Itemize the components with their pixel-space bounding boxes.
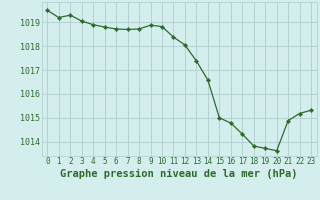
X-axis label: Graphe pression niveau de la mer (hPa): Graphe pression niveau de la mer (hPa) (60, 169, 298, 179)
